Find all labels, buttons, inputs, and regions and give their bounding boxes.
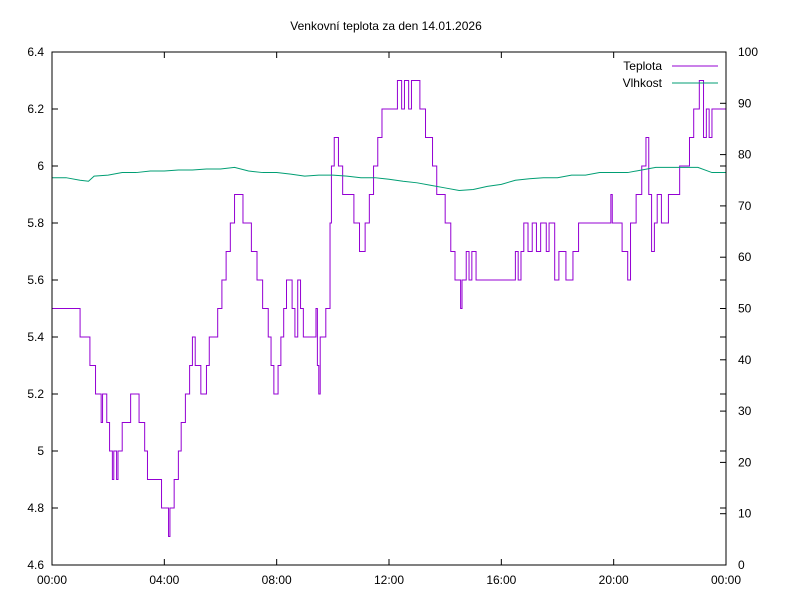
- series-line-teplota: [52, 80, 726, 537]
- y2-tick-label: 80: [738, 148, 752, 162]
- y-tick-label: 5.2: [27, 387, 44, 401]
- legend-label-vlhkost: Vlhkost: [623, 76, 663, 90]
- y-tick-label: 5.6: [27, 273, 44, 287]
- chart-title: Venkovní teplota za den 14.01.2026: [290, 19, 482, 33]
- plot-frame: [51, 51, 727, 566]
- y-tick-label: 6: [37, 159, 44, 173]
- x-tick-label: 00:00: [711, 573, 741, 587]
- y2-tick-label: 60: [738, 250, 752, 264]
- legend-label-teplota: Teplota: [623, 59, 662, 73]
- y2-tick-label: 70: [738, 199, 752, 213]
- x-tick-label: 04:00: [149, 573, 179, 587]
- series-line-vlhkost: [52, 166, 726, 192]
- y2-tick-label: 40: [738, 353, 752, 367]
- plot-area: [52, 80, 726, 537]
- y-tick-label: 4.8: [27, 501, 44, 515]
- x-tick-label: 20:00: [599, 573, 629, 587]
- x-tick-label: 08:00: [262, 573, 292, 587]
- y2-tick-label: 90: [738, 96, 752, 110]
- y-tick-label: 6.4: [27, 45, 44, 59]
- x-tick-label: 16:00: [486, 573, 516, 587]
- y-tick-label: 6.2: [27, 102, 44, 116]
- y-tick-label: 5.8: [27, 216, 44, 230]
- y2-tick-label: 30: [738, 404, 752, 418]
- y-tick-label: 5.4: [27, 330, 44, 344]
- y2-tick-label: 50: [738, 302, 752, 316]
- y2-tick-label: 20: [738, 455, 752, 469]
- y-tick-label: 4.6: [27, 558, 44, 572]
- x-tick-label: 00:00: [37, 573, 67, 587]
- axes: 4.6 4.8 5 5.2 5.4 5.6 5.8 6 6.2 6.4 0 10 20 30 40 50 60 7…: [27, 45, 758, 587]
- y2-tick-label: 0: [738, 558, 745, 572]
- y2-tick-label: 100: [738, 45, 758, 59]
- y-tick-label: 5: [37, 444, 44, 458]
- legend: Teplota Vlhkost: [623, 59, 718, 90]
- x-tick-label: 12:00: [374, 573, 404, 587]
- y2-tick-label: 10: [738, 507, 752, 521]
